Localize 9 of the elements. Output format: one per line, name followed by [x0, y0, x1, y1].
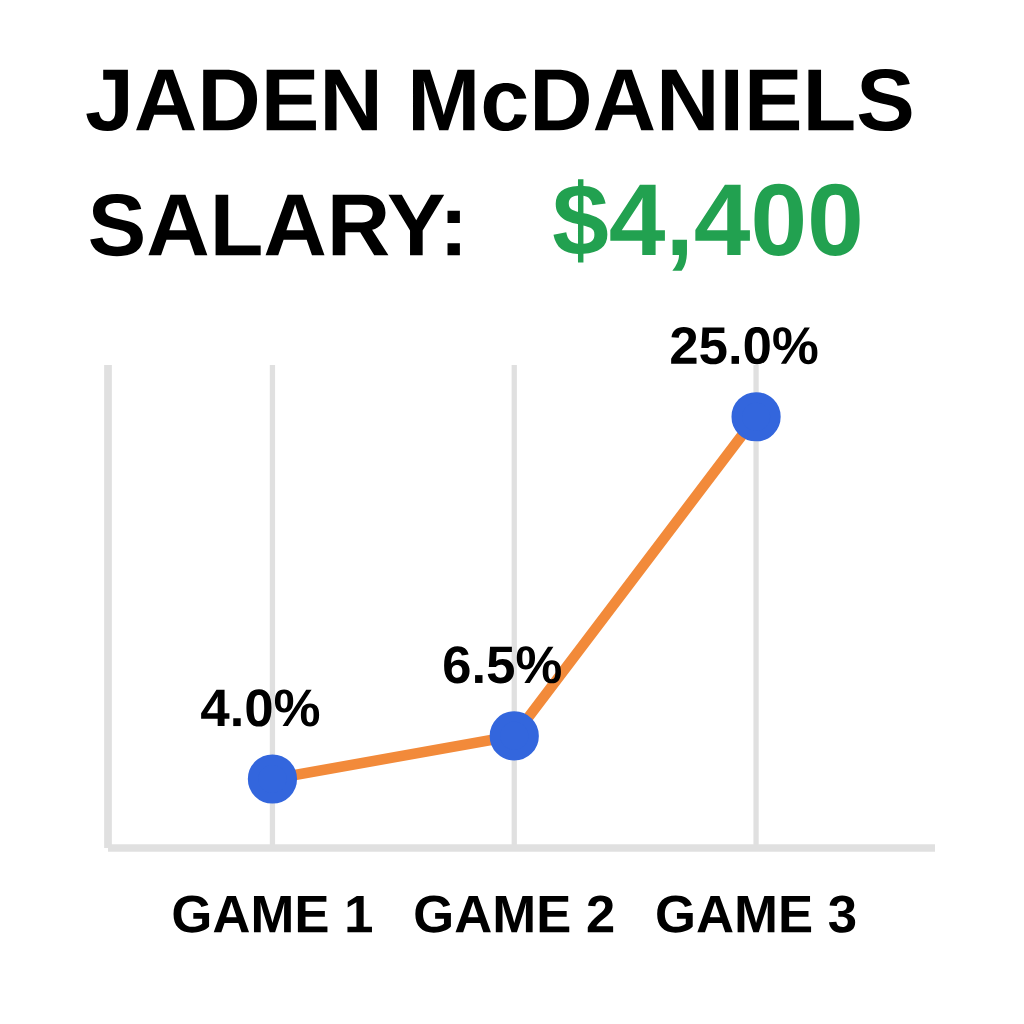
x-tick-label: GAME 2: [415, 895, 614, 933]
data-label: 6.5%: [444, 646, 561, 684]
chart-title: JADEN McDANIELS: [86, 68, 912, 132]
chart-subtitle: SALARY:: [90, 193, 460, 257]
x-tick-label: GAME 3: [657, 895, 856, 933]
x-tick-label: GAME 1: [173, 895, 372, 933]
text: $4,400: [553, 179, 860, 271]
data-label: 25.0%: [671, 327, 818, 365]
data-label: 4.0%: [201, 689, 320, 727]
